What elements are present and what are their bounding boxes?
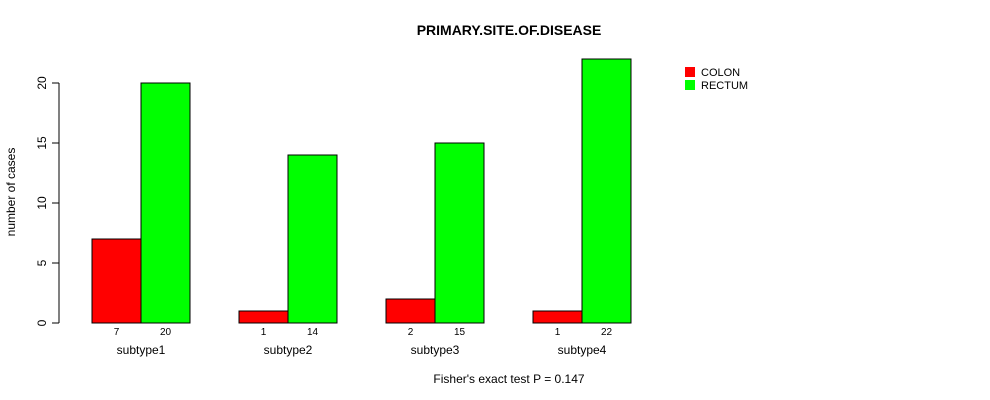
y-tick-label: 5 — [35, 259, 49, 266]
bar-colon-subtype4 — [532, 310, 583, 324]
bar-rectum-subtype2 — [287, 154, 338, 324]
legend-swatch-colon — [685, 67, 695, 77]
bar-value-label: 22 — [601, 327, 613, 338]
y-tick-label: 0 — [35, 319, 49, 326]
legend-swatch-rectum — [685, 80, 695, 90]
category-label: subtype3 — [411, 343, 460, 357]
category-label: subtype4 — [558, 343, 607, 357]
labels-group: 7 20 subtype1 1 14 subtype2 2 15 subtype3 1 22 subt… — [114, 327, 613, 357]
bar-rectum-subtype4 — [581, 58, 632, 324]
category-label: subtype2 — [264, 343, 313, 357]
footnote: Fisher's exact test P = 0.147 — [433, 372, 584, 386]
y-tick-label: 15 — [35, 136, 49, 150]
category-label: subtype1 — [117, 343, 166, 357]
bar-value-label: 1 — [555, 327, 561, 338]
legend-label-rectum: RECTUM — [701, 80, 748, 92]
chart-title: PRIMARY.SITE.OF.DISEASE — [417, 22, 602, 38]
legend-label-colon: COLON — [701, 67, 740, 79]
y-axis: 0 5 10 15 20 — [35, 76, 60, 326]
bar-colon-subtype2 — [238, 310, 289, 324]
y-tick-label: 10 — [35, 196, 49, 210]
bar-rectum-subtype1 — [140, 82, 191, 324]
bar-value-label: 15 — [454, 327, 466, 338]
bar-value-label: 1 — [261, 327, 267, 338]
bars-group — [91, 58, 632, 324]
bar-value-label: 20 — [160, 327, 172, 338]
bar-colon-subtype1 — [91, 238, 142, 324]
bar-rectum-subtype3 — [434, 142, 485, 324]
bar-colon-subtype3 — [385, 298, 436, 324]
bar-value-label: 2 — [408, 327, 414, 338]
y-tick-label: 20 — [35, 76, 49, 90]
y-axis-label: number of cases — [4, 148, 18, 237]
bar-value-label: 14 — [307, 327, 319, 338]
bar-value-label: 7 — [114, 327, 120, 338]
